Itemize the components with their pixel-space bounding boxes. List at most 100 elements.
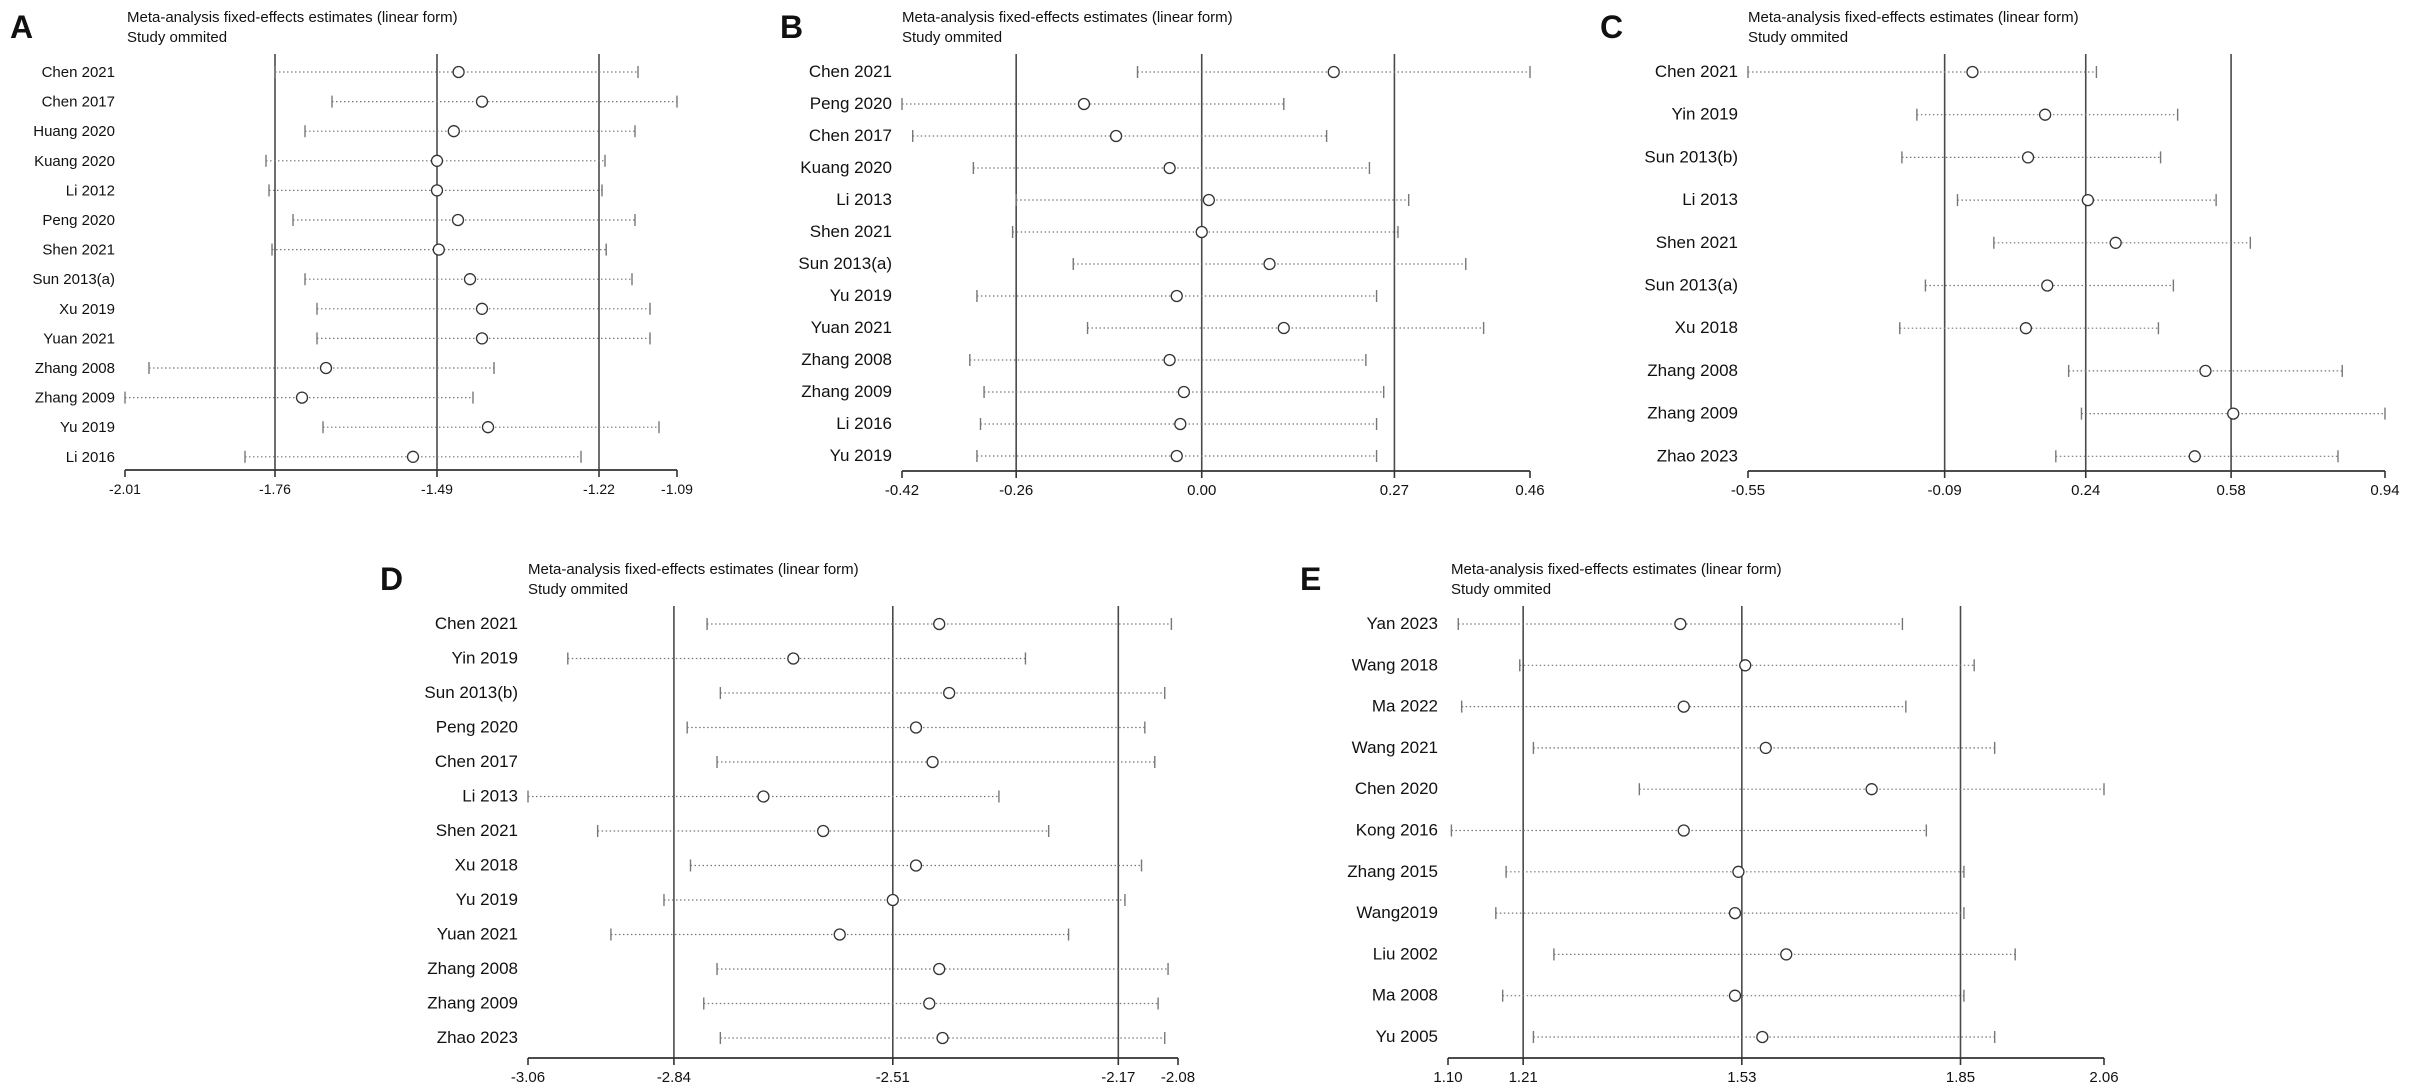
estimate-marker bbox=[1170, 289, 1183, 303]
estimate-marker bbox=[1263, 257, 1276, 271]
study-label: Huang 2020 bbox=[33, 123, 115, 140]
x-tick-label: -0.55 bbox=[1731, 482, 1765, 499]
study-label: Yuan 2021 bbox=[811, 318, 892, 337]
study-label: Li 2013 bbox=[462, 787, 518, 806]
study-label: Zhang 2015 bbox=[1347, 862, 1438, 881]
forest-plot-b: B Meta-analysis fixed-effects estimates (… bbox=[780, 9, 1545, 499]
panel-letter: B bbox=[780, 9, 803, 45]
estimate-marker bbox=[1327, 65, 1340, 79]
chart-subtitle: Study ommited bbox=[902, 29, 1002, 46]
study-label: Kong 2016 bbox=[1356, 821, 1438, 840]
forest-plot-c: C Meta-analysis fixed-effects estimates (… bbox=[1600, 9, 2400, 499]
study-label: Yan 2023 bbox=[1366, 614, 1438, 633]
study-label: Zhang 2008 bbox=[35, 360, 115, 377]
estimate-marker bbox=[406, 450, 420, 463]
study-label: Shen 2021 bbox=[436, 821, 518, 840]
x-tick-label: 0.46 bbox=[1515, 482, 1544, 499]
estimate-marker bbox=[481, 421, 495, 434]
study-label: Zhao 2023 bbox=[1657, 446, 1738, 465]
x-tick-label: -0.09 bbox=[1928, 482, 1962, 499]
estimate-marker bbox=[432, 243, 445, 256]
study-label: Shen 2021 bbox=[42, 242, 115, 259]
estimate-marker bbox=[2109, 236, 2122, 249]
estimate-marker bbox=[1966, 65, 1979, 79]
estimate-marker bbox=[909, 859, 923, 872]
study-label: Zhang 2009 bbox=[427, 994, 518, 1013]
estimate-marker bbox=[452, 65, 465, 79]
estimate-marker bbox=[1728, 906, 1742, 920]
chart-subtitle: Study ommited bbox=[1748, 29, 1848, 46]
study-label: Kuang 2020 bbox=[800, 158, 892, 177]
estimate-marker bbox=[933, 962, 946, 976]
x-tick-label: 1.85 bbox=[1946, 1069, 1975, 1086]
x-tick-label: 1.53 bbox=[1727, 1069, 1756, 1086]
study-label: Sun 2013(a) bbox=[798, 254, 892, 273]
study-label: Sun 2013(a) bbox=[1644, 276, 1738, 295]
study-label: Li 2016 bbox=[836, 414, 892, 433]
estimate-marker bbox=[463, 273, 477, 286]
chart-title: Meta-analysis fixed-effects estimates (l… bbox=[127, 9, 458, 26]
panel-letter: A bbox=[10, 9, 33, 45]
estimate-marker bbox=[1177, 385, 1191, 399]
forest-plot-panel-a: A Meta-analysis fixed-effects estimates (… bbox=[0, 0, 700, 540]
estimate-marker bbox=[475, 332, 489, 345]
estimate-marker bbox=[295, 391, 309, 404]
estimate-marker bbox=[923, 997, 936, 1010]
x-tick-label: 0.27 bbox=[1380, 482, 1409, 499]
x-tick-label: -2.08 bbox=[1161, 1069, 1195, 1086]
chart-subtitle: Study ommited bbox=[1451, 581, 1551, 598]
x-tick-label: -1.09 bbox=[661, 481, 693, 497]
study-label: Wang 2021 bbox=[1352, 738, 1438, 757]
forest-plot-panel-b: B Meta-analysis fixed-effects estimates (… bbox=[770, 0, 1550, 540]
study-label: Zhang 2008 bbox=[1647, 361, 1738, 380]
estimate-marker bbox=[2019, 322, 2033, 335]
panel-letter: E bbox=[1300, 561, 1321, 597]
study-label: Ma 2022 bbox=[1372, 697, 1438, 716]
study-label: Sun 2013(a) bbox=[32, 271, 115, 288]
estimate-marker bbox=[936, 1031, 949, 1045]
estimate-marker bbox=[757, 790, 770, 803]
study-label: Wang 2018 bbox=[1352, 655, 1438, 674]
estimate-marker bbox=[430, 184, 444, 197]
estimate-marker bbox=[1677, 824, 1690, 837]
study-label: Xu 2019 bbox=[59, 301, 115, 318]
chart-title: Meta-analysis fixed-effects estimates (l… bbox=[1748, 9, 2079, 26]
study-label: Xu 2018 bbox=[1675, 318, 1738, 337]
study-label: Chen 2021 bbox=[42, 64, 115, 81]
estimate-marker bbox=[787, 652, 800, 665]
estimate-marker bbox=[1163, 161, 1176, 175]
estimate-marker bbox=[475, 95, 489, 108]
study-label: Yuan 2021 bbox=[437, 925, 518, 944]
x-tick-label: 2.06 bbox=[2089, 1069, 2118, 1086]
estimate-marker bbox=[2188, 450, 2201, 463]
study-label: Shen 2021 bbox=[1656, 233, 1738, 252]
study-label: Yu 2005 bbox=[1376, 1027, 1438, 1046]
x-tick-label: -1.22 bbox=[583, 481, 615, 497]
study-label: Zhao 2023 bbox=[437, 1028, 518, 1047]
study-label: Yuan 2021 bbox=[43, 330, 115, 347]
estimate-marker bbox=[447, 125, 460, 138]
study-label: Ma 2008 bbox=[1372, 986, 1438, 1005]
forest-plot-panel-e: E Meta-analysis fixed-effects estimates (… bbox=[1290, 545, 2130, 1086]
study-label: Yu 2019 bbox=[830, 446, 892, 465]
estimate-marker bbox=[430, 154, 444, 167]
estimate-marker bbox=[2041, 279, 2054, 292]
estimate-marker bbox=[1677, 700, 1690, 713]
estimate-marker bbox=[2038, 108, 2052, 121]
estimate-marker bbox=[1759, 741, 1772, 755]
x-tick-label: -0.26 bbox=[999, 482, 1033, 499]
study-label: Yu 2019 bbox=[60, 419, 115, 436]
study-label: Yu 2019 bbox=[456, 890, 518, 909]
x-tick-label: -0.42 bbox=[885, 482, 919, 499]
estimate-marker bbox=[943, 686, 956, 700]
study-label: Chen 2017 bbox=[809, 126, 892, 145]
estimate-marker bbox=[2199, 364, 2212, 378]
x-tick-label: -2.17 bbox=[1101, 1069, 1135, 1086]
estimate-marker bbox=[909, 721, 923, 734]
x-tick-label: 0.00 bbox=[1187, 482, 1216, 499]
estimate-marker bbox=[2227, 407, 2240, 420]
chart-title: Meta-analysis fixed-effects estimates (l… bbox=[528, 561, 859, 578]
study-label: Chen 2021 bbox=[809, 62, 892, 81]
estimate-marker bbox=[1277, 321, 1290, 335]
study-label: Chen 2021 bbox=[435, 614, 518, 633]
